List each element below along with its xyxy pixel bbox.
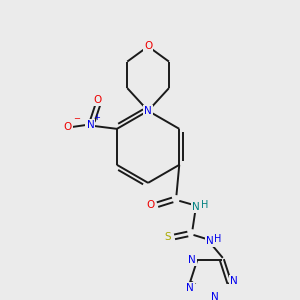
Text: +: + [94,113,100,122]
Text: −: − [73,114,80,123]
Text: N: N [212,292,219,300]
Text: H: H [201,200,208,210]
Text: H: H [214,234,222,244]
Text: O: O [147,200,155,210]
Text: N: N [230,276,238,286]
Text: N: N [86,120,94,130]
Text: O: O [64,122,72,132]
Text: N: N [186,283,194,293]
Text: N: N [188,255,196,265]
Text: N: N [144,106,152,116]
Text: N: N [193,202,200,212]
Text: S: S [165,232,171,242]
Text: O: O [144,41,152,51]
Text: O: O [94,95,102,105]
Text: N: N [206,236,214,246]
